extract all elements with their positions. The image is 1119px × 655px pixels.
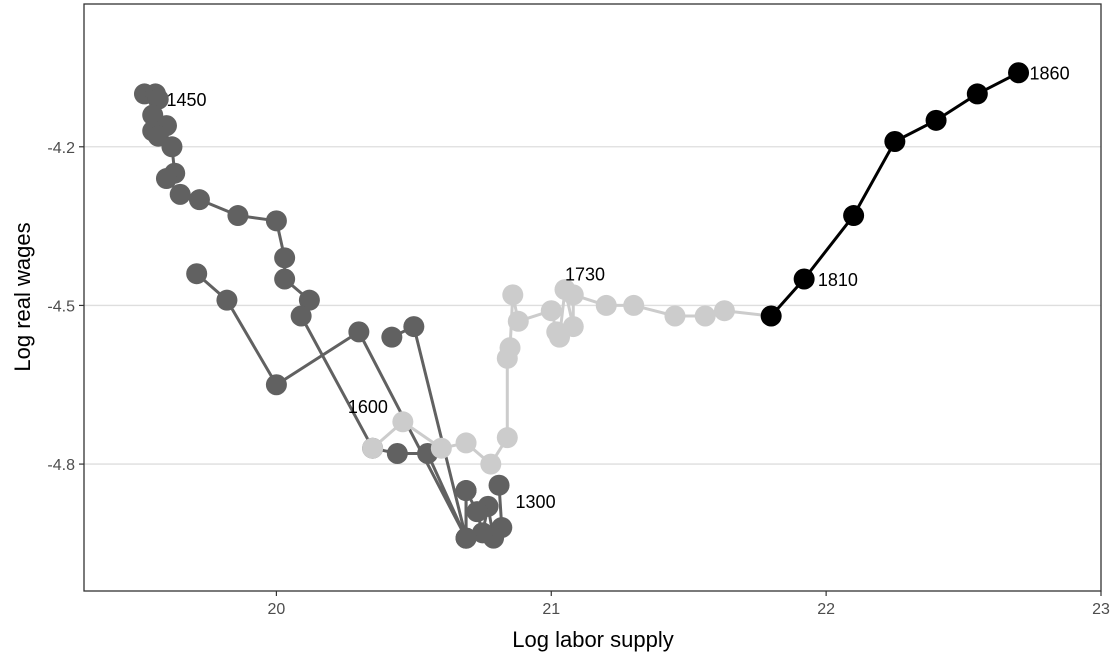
data-point [455, 432, 477, 454]
data-point [760, 305, 782, 327]
data-point [348, 321, 370, 343]
data-point [502, 284, 524, 306]
data-point [540, 300, 562, 322]
x-axis: 20 21 22 23 [268, 591, 1110, 618]
data-point [925, 109, 947, 131]
data-point [499, 337, 521, 359]
data-point [147, 88, 169, 110]
data-point [466, 501, 488, 523]
y-axis-title: Log real wages [10, 222, 35, 371]
data-point [507, 310, 529, 332]
data-point [430, 437, 452, 459]
data-point [713, 300, 735, 322]
data-point [274, 268, 296, 290]
series-layer [133, 62, 1030, 549]
data-point [480, 453, 502, 475]
data-point [472, 522, 494, 544]
x-axis-title: Log labor supply [512, 627, 673, 652]
plot-panel [84, 4, 1101, 591]
year-label: 1730 [565, 265, 605, 285]
data-point [562, 316, 584, 338]
data-point [265, 374, 287, 396]
data-point [843, 205, 865, 227]
data-point [161, 136, 183, 158]
data-point [188, 189, 210, 211]
data-point [186, 263, 208, 285]
data-point [1008, 62, 1030, 84]
data-point [298, 289, 320, 311]
y-tick-label: -4.2 [47, 140, 75, 157]
data-point [455, 527, 477, 549]
year-label: 1860 [1030, 64, 1070, 84]
gridlines [84, 146, 1101, 465]
data-point [595, 294, 617, 316]
data-point [966, 83, 988, 105]
series-3 [760, 62, 1030, 327]
data-point [381, 326, 403, 348]
data-point [488, 474, 510, 496]
data-point [694, 305, 716, 327]
data-point [265, 210, 287, 232]
plot-border [83, 3, 1102, 592]
data-point [884, 130, 906, 152]
data-point [155, 168, 177, 190]
data-point [403, 316, 425, 338]
year-label: 1300 [516, 492, 556, 512]
series-line [371, 288, 772, 466]
y-axis: -4.2 -4.5 -4.8 [47, 140, 84, 474]
data-point [362, 437, 384, 459]
x-tick-label: 22 [817, 601, 835, 618]
year-label: 1450 [166, 90, 206, 110]
x-tick-label: 21 [542, 601, 560, 618]
data-point [216, 289, 238, 311]
data-point [562, 284, 584, 306]
data-point [793, 268, 815, 290]
x-tick-label: 20 [268, 601, 286, 618]
year-label: 1810 [818, 270, 858, 290]
y-tick-label: -4.8 [47, 457, 75, 474]
data-point [664, 305, 686, 327]
y-tick-label: -4.5 [47, 298, 75, 315]
x-tick-label: 23 [1092, 601, 1110, 618]
data-point [227, 205, 249, 227]
data-point [386, 443, 408, 465]
data-point [455, 480, 477, 502]
data-point [623, 294, 645, 316]
data-point [392, 411, 414, 433]
year-label: 1600 [348, 397, 388, 417]
series-2 [362, 279, 782, 475]
data-point [290, 305, 312, 327]
data-point [496, 427, 518, 449]
data-point [274, 247, 296, 269]
data-point [169, 183, 191, 205]
series-1 [133, 83, 477, 549]
annotations-layer: 1450 1600 1730 1300 1810 1860 [166, 64, 1069, 512]
